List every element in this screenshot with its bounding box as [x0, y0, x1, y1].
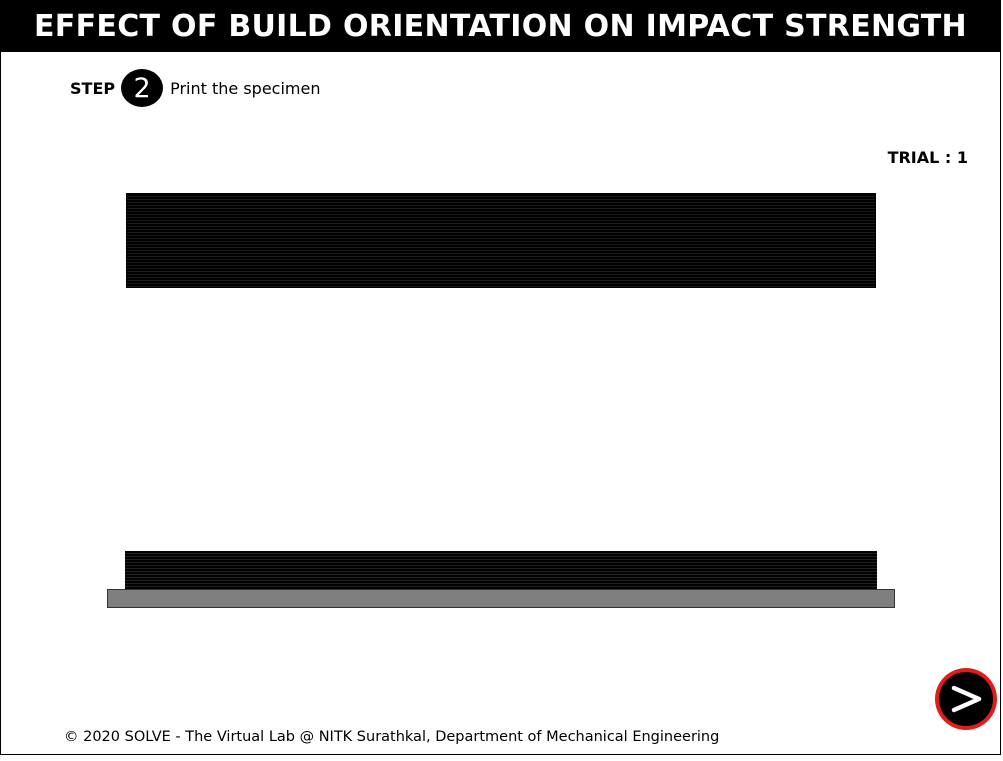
chevron-right-icon — [951, 685, 982, 713]
step-number-badge: 2 — [121, 69, 164, 107]
specimen-preview — [126, 193, 876, 288]
printed-specimen-layers — [125, 551, 877, 589]
trial-counter: TRIAL : 1 — [887, 148, 968, 167]
step-label: STEP — [70, 78, 116, 98]
footer-credits: © 2020 SOLVE - The Virtual Lab @ NITK Su… — [64, 729, 720, 745]
next-button-face[interactable] — [939, 672, 993, 726]
step-indicator: STEP 2 Print the specimen — [70, 69, 320, 107]
step-description: Print the specimen — [170, 78, 321, 98]
title-bar: EFFECT OF BUILD ORIENTATION ON IMPACT ST… — [1, 1, 1000, 52]
page-title: EFFECT OF BUILD ORIENTATION ON IMPACT ST… — [34, 9, 967, 44]
build-plate — [107, 589, 895, 608]
next-button[interactable] — [935, 668, 997, 730]
